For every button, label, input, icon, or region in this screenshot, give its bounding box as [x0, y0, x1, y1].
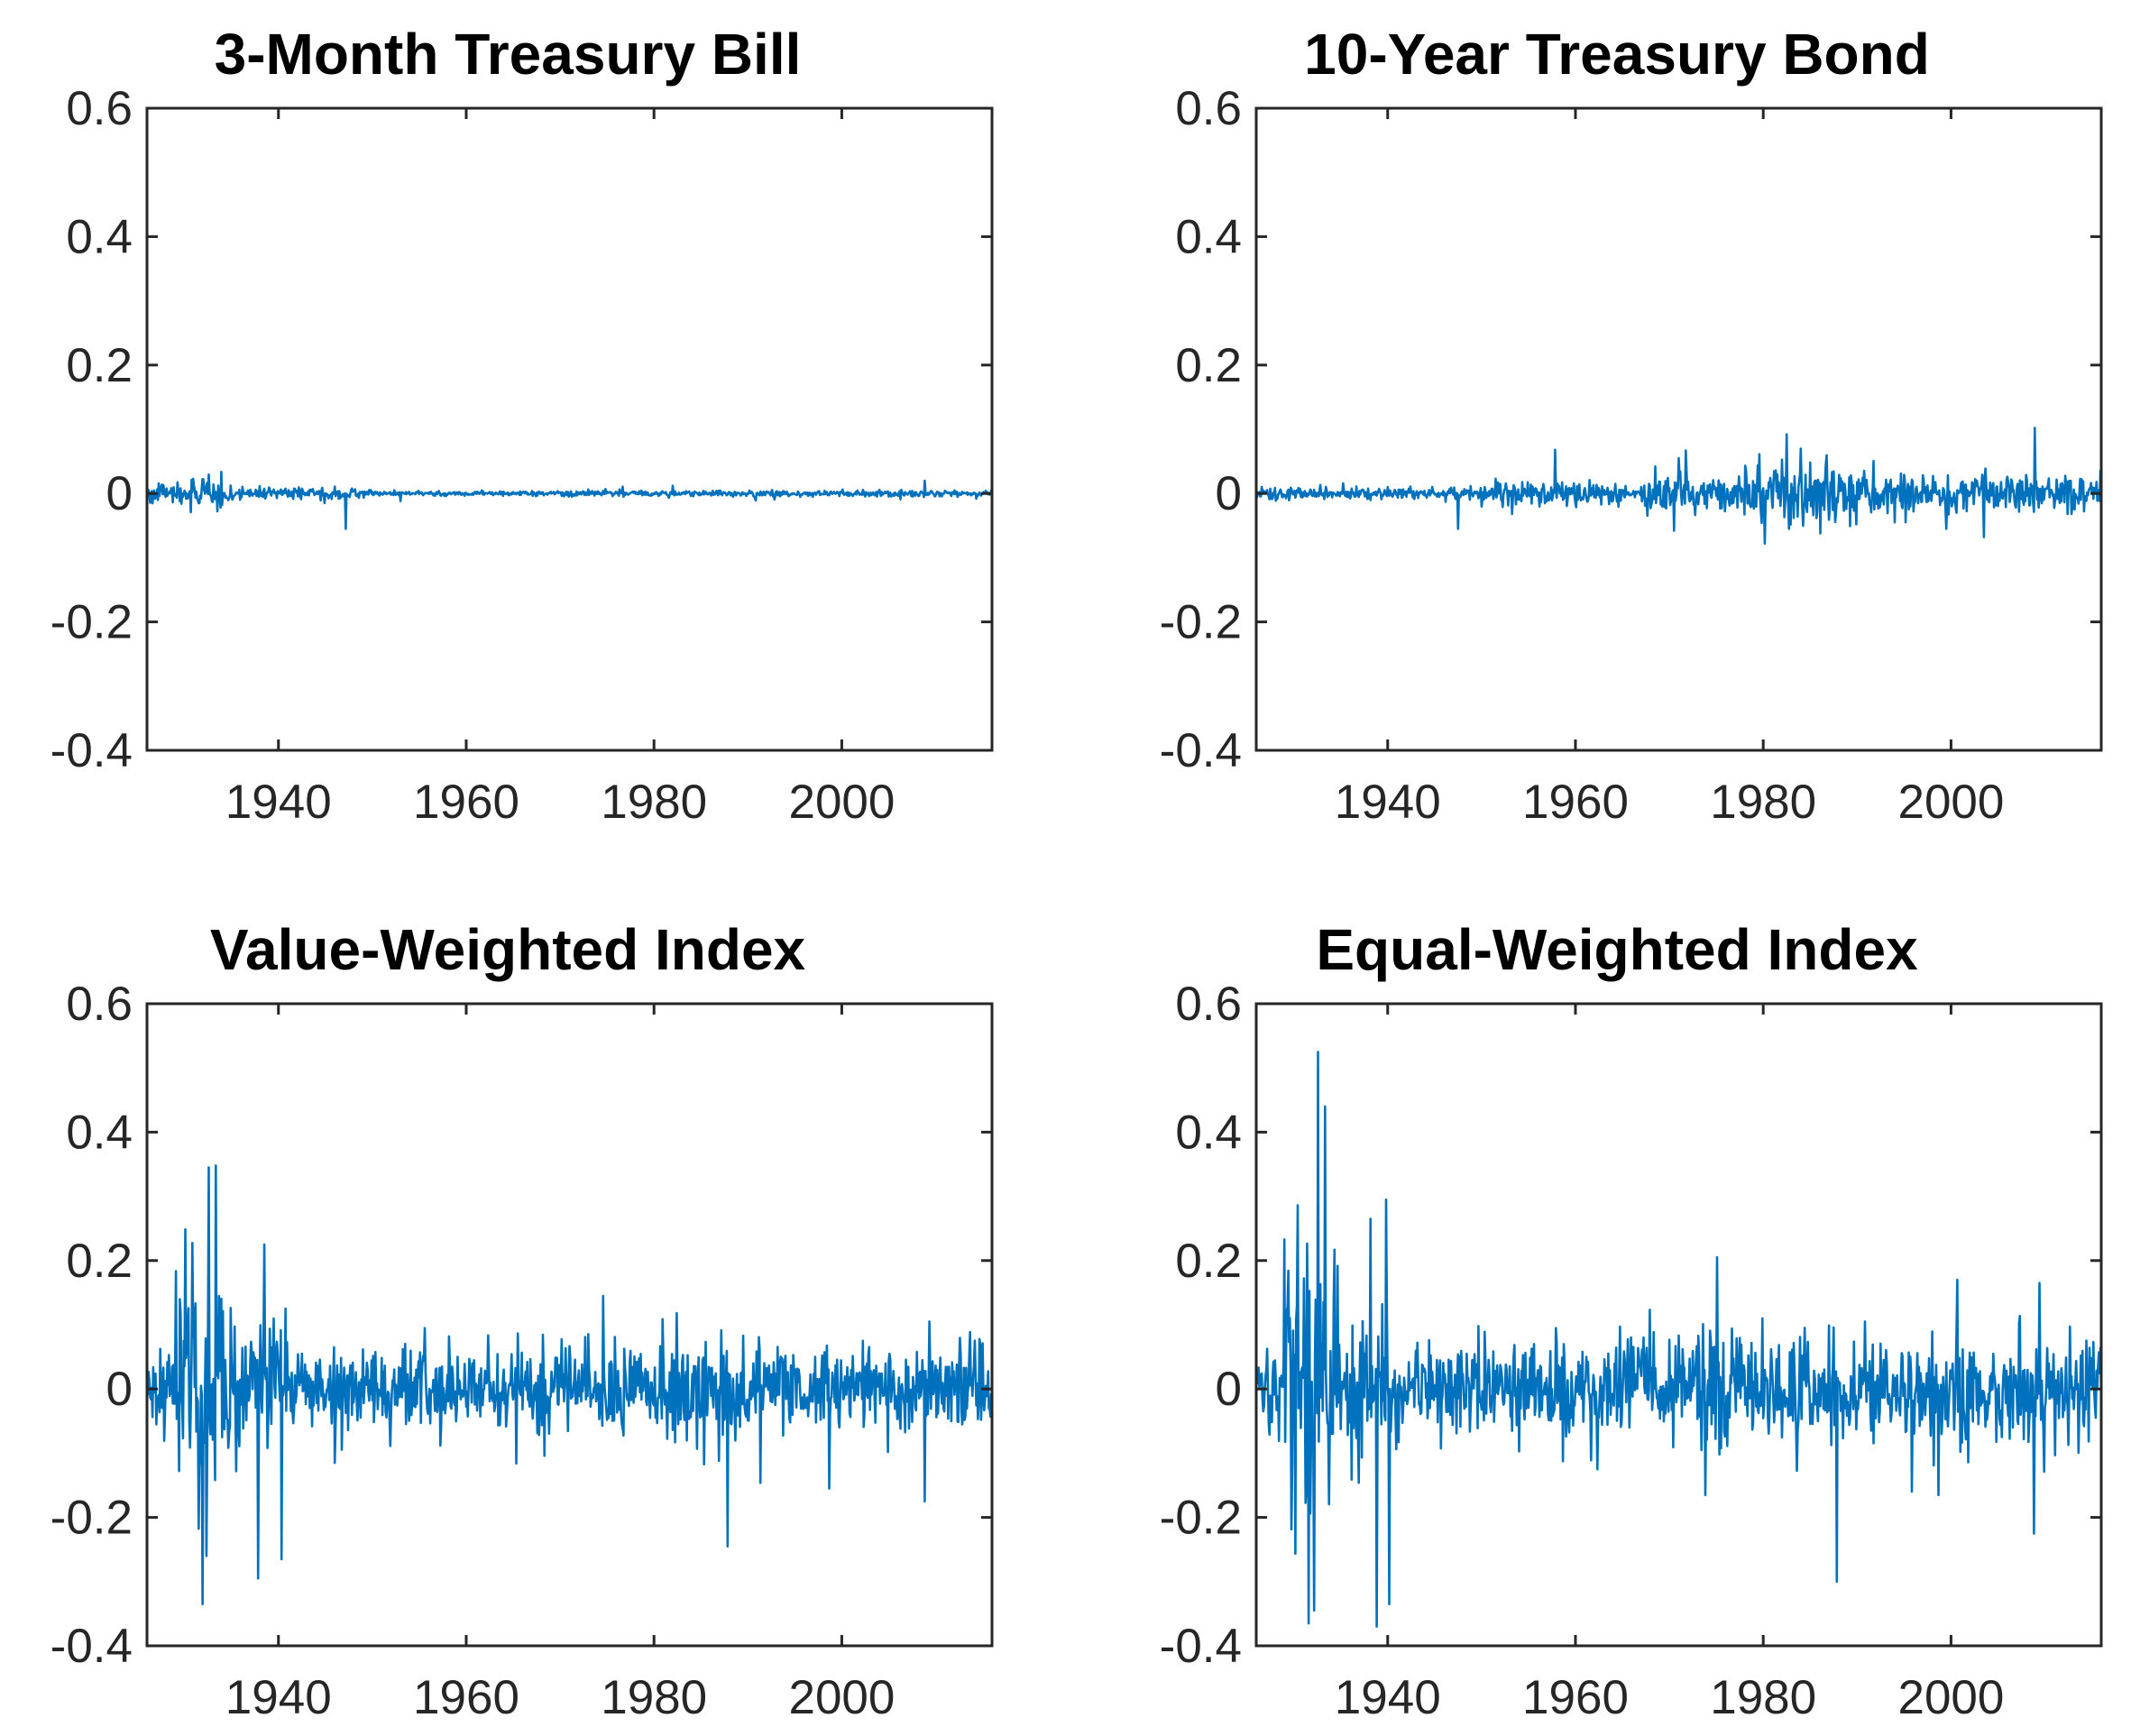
x-tick-label: 2000	[1897, 1671, 2004, 1724]
x-tick-label: 1940	[225, 1671, 332, 1724]
panel-title: 3-Month Treasury Bill	[215, 22, 802, 87]
x-tick-label: 1940	[1335, 776, 1441, 829]
axes-frame	[145, 106, 994, 752]
axes-frame	[1254, 1002, 2103, 1648]
series-line	[1254, 427, 2103, 545]
y-tick-label: -0.4	[1160, 724, 1242, 777]
x-tick-label: 1980	[601, 1671, 707, 1724]
axes-frame	[1254, 106, 2103, 752]
y-tick-label: -0.4	[51, 1620, 133, 1673]
x-tick-label: 1980	[601, 776, 707, 829]
y-tick-label: -0.4	[51, 724, 133, 777]
panel-10-year-treasury-bond: 10-Year Treasury Bond -0.4 -0.2 0 0.2 0.4 0.6…	[1160, 22, 2103, 829]
y-tick-label: 0.4	[1175, 210, 1242, 263]
x-tick-label: 2000	[788, 776, 895, 829]
x-tick-label: 1960	[413, 776, 519, 829]
x-tick-label: 1980	[1710, 776, 1816, 829]
x-tick-label: 2000	[1897, 776, 2004, 829]
x-tick-label: 1960	[413, 1671, 519, 1724]
series-line	[1254, 1051, 2103, 1628]
y-tick-label: -0.2	[1160, 1492, 1242, 1545]
x-tick-label: 1980	[1710, 1671, 1816, 1724]
x-tick-label: 1940	[225, 776, 332, 829]
series-line	[145, 1164, 993, 1605]
x-tick-label: 2000	[788, 1671, 895, 1724]
plot-area: -0.4 -0.2 0 0.2 0.4 0.6 1940 1960 1980 2000	[51, 978, 994, 1724]
panel-value-weighted-index: Value-Weighted Index -0.4 -0.2 0 0.2 0.4 0.6 1…	[51, 917, 994, 1724]
x-tick-label: 1940	[1335, 1671, 1441, 1724]
panel-title: Equal-Weighted Index	[1316, 917, 1918, 982]
y-tick-label: 0.4	[66, 1106, 133, 1159]
y-tick-label: 0.6	[1175, 978, 1242, 1031]
y-tick-label: 0.4	[66, 210, 133, 263]
y-tick-label: -0.2	[51, 1492, 133, 1545]
y-tick-label: 0.2	[66, 1235, 133, 1288]
y-tick-label: 0.2	[66, 339, 133, 392]
x-tick-label: 1960	[1522, 776, 1629, 829]
x-tick-label: 1960	[1522, 1671, 1629, 1724]
panel-equal-weighted-index: Equal-Weighted Index -0.4 -0.2 0 0.2 0.4 0.6 1…	[1160, 917, 2103, 1724]
panel-title: 10-Year Treasury Bond	[1304, 22, 1930, 87]
y-tick-label: 0	[106, 1363, 133, 1416]
y-tick-label: 0.6	[1175, 82, 1242, 135]
y-tick-label: 0.4	[1175, 1106, 1242, 1159]
plot-area: -0.4 -0.2 0 0.2 0.4 0.6 1940 1960 1980 2000	[1160, 82, 2103, 829]
y-tick-label: 0	[1216, 467, 1242, 520]
y-tick-label: 0.2	[1175, 339, 1242, 392]
y-tick-label: 0.6	[66, 82, 133, 135]
y-tick-label: -0.2	[1160, 596, 1242, 649]
axes-frame	[145, 1002, 994, 1648]
plot-area: -0.4 -0.2 0 0.2 0.4 0.6 1940 1960 1980 2000	[1160, 978, 2103, 1724]
y-tick-label: -0.4	[1160, 1620, 1242, 1673]
series-line	[145, 471, 994, 530]
y-tick-label: -0.2	[51, 596, 133, 649]
panel-title: Value-Weighted Index	[210, 917, 806, 982]
panel-3-month-treasury-bill: 3-Month Treasury Bill -0.4 -0.2 0 0.2 0.4 0.6…	[51, 22, 994, 829]
y-tick-label: 0.6	[66, 978, 133, 1031]
plot-area: -0.4 -0.2 0 0.2 0.4 0.6 1940 1960 1980 2000	[51, 82, 994, 829]
y-tick-label: 0.2	[1175, 1235, 1242, 1288]
y-tick-label: 0	[106, 467, 133, 520]
y-tick-label: 0	[1216, 1363, 1242, 1416]
